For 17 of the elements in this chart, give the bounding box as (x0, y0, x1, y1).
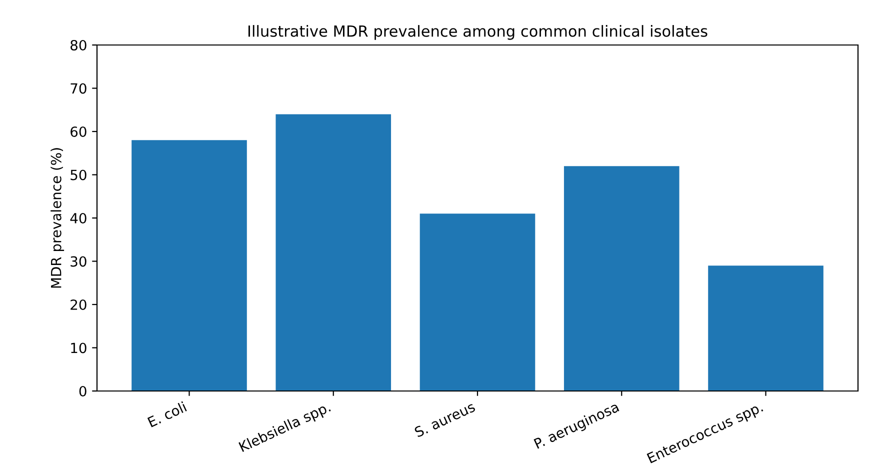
y-axis-title: MDR prevalence (%) (50, 148, 64, 288)
bar (420, 214, 536, 391)
bar (708, 266, 824, 391)
y-tick-label: 80 (70, 40, 86, 50)
y-tick-label: 20 (70, 299, 86, 310)
x-tick-label: E. coli (147, 401, 187, 428)
y-tick-label: 50 (70, 170, 86, 180)
y-tick-label: 30 (70, 256, 86, 267)
bar (132, 140, 247, 391)
y-tick-label: 40 (70, 212, 86, 224)
y-tick-label: 0 (79, 386, 86, 396)
y-tick-label: 70 (70, 83, 86, 94)
y-tick-label: 60 (70, 126, 86, 137)
y-tick-label: 10 (71, 342, 86, 354)
bar (564, 166, 680, 391)
bar (276, 114, 392, 391)
chart-title: Illustrative MDR prevalence among common clinical isolates (248, 25, 708, 40)
